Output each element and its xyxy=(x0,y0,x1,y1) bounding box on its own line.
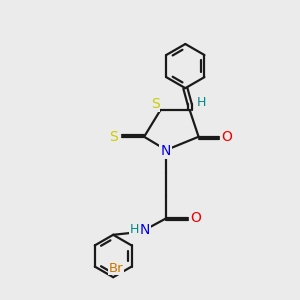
Text: Br: Br xyxy=(109,262,124,275)
Text: H: H xyxy=(196,96,206,110)
Text: S: S xyxy=(151,97,159,111)
Text: S: S xyxy=(110,130,118,144)
Text: H: H xyxy=(130,223,140,236)
Text: N: N xyxy=(140,223,150,236)
Text: O: O xyxy=(190,211,201,225)
Text: O: O xyxy=(221,130,232,144)
Text: N: N xyxy=(160,145,171,158)
